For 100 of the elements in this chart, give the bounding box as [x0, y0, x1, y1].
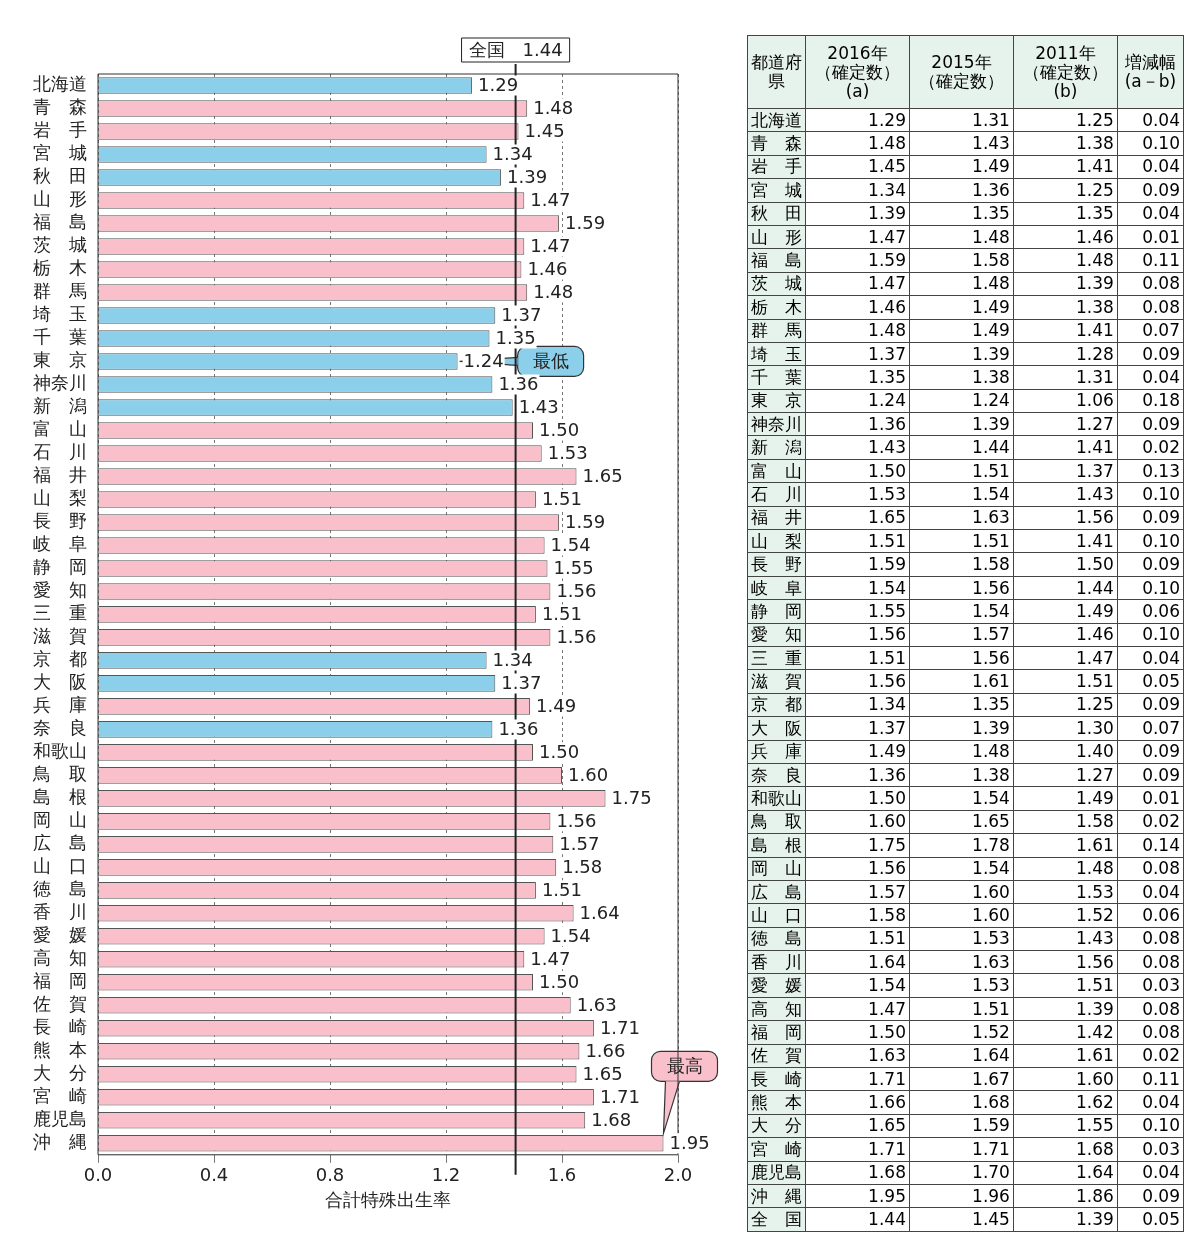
data-label: 1.41 — [1013, 435, 1118, 460]
y-tick-label: 山 口 — [747, 903, 806, 928]
data-label: 1.42 — [1013, 1020, 1118, 1045]
y-tick-label: 新 潟 — [747, 435, 806, 460]
y-tick-label: 奈 良 — [33, 717, 87, 739]
data-label: 1.56 — [805, 669, 910, 694]
x-tick-label: 1.6 — [547, 1164, 577, 1186]
data-label: 1.50 — [539, 741, 580, 763]
y-tick-label: 福 岡 — [747, 1020, 806, 1045]
y-tick-label: 大 阪 — [33, 671, 87, 693]
data-label: 1.60 — [909, 903, 1014, 928]
data-label: 1.50 — [539, 971, 580, 992]
y-tick-label: 大 阪 — [747, 716, 806, 741]
y-tick-label: 北海道 — [33, 73, 87, 95]
y-tick-label: 山 形 — [33, 188, 87, 210]
data-label: 1.68 — [805, 1161, 910, 1185]
data-label: 0.18 — [1117, 389, 1184, 413]
data-label: 1.48 — [533, 97, 574, 119]
data-label: 1.47 — [530, 948, 571, 970]
data-label: 1.35 — [805, 365, 910, 390]
data-label: 1.56 — [1013, 950, 1118, 974]
data-label: 1.63 — [909, 506, 1014, 530]
data-label: 1.36 — [498, 373, 539, 395]
data-label: 1.59 — [565, 511, 606, 533]
data-label: 0.04 — [1117, 155, 1184, 179]
data-label: 1.52 — [1013, 903, 1118, 928]
data-label: 1.86 — [1013, 1184, 1118, 1208]
y-tick-label: 島 根 — [747, 833, 806, 857]
data-label: 1.54 — [909, 599, 1014, 624]
y-tick-label: 鹿児島 — [33, 1107, 87, 1129]
y-tick-label: 山 口 — [33, 855, 87, 877]
data-label: 1.49 — [1013, 599, 1118, 624]
data-label: 1.47 — [1013, 646, 1118, 670]
data-label: 1.35 — [909, 693, 1014, 717]
data-label: 1.56 — [909, 576, 1014, 600]
data-label: 1.95 — [669, 1131, 710, 1153]
data-label: 0.04 — [1117, 202, 1184, 226]
data-label: 1.78 — [909, 833, 1014, 857]
y-tick-label: 茨 城 — [33, 234, 87, 256]
data-label: 0.03 — [1117, 1137, 1184, 1162]
data-label: 0.04 — [1117, 646, 1184, 670]
y-tick-label: 徳 島 — [747, 927, 806, 951]
data-label: 1.41 — [1013, 155, 1118, 179]
data-label: 0.09 — [1117, 178, 1184, 203]
data-label: 1.59 — [805, 552, 910, 577]
data-label: 1.54 — [909, 786, 1014, 811]
data-label: 1.46 — [1013, 225, 1118, 249]
data-label: 1.37 — [501, 672, 542, 694]
y-tick-label: 新 潟 — [33, 395, 87, 417]
data-label: 1.53 — [547, 442, 588, 464]
data-label: 1.53 — [909, 927, 1014, 951]
y-tick-label: 埼 玉 — [32, 303, 87, 325]
y-tick-label: 千 葉 — [747, 365, 806, 390]
data-label: 1.57 — [559, 833, 600, 855]
data-label: 1.51 — [1013, 669, 1118, 694]
y-tick-label: 福 島 — [747, 248, 806, 273]
annotation: 最低 — [532, 350, 569, 372]
y-tick-label: 茨 城 — [747, 272, 806, 296]
data-label: 1.38 — [1013, 295, 1118, 320]
data-label: 1.48 — [909, 225, 1014, 249]
data-label: 0.10 — [1117, 529, 1184, 553]
data-label: 1.51 — [1013, 973, 1118, 998]
data-label: 1.96 — [909, 1184, 1014, 1208]
data-label: 1.36 — [805, 412, 910, 436]
y-tick-label: 山 梨 — [747, 529, 806, 553]
data-label: 1.59 — [909, 1114, 1014, 1138]
data-label: 0.04 — [1117, 1161, 1184, 1185]
data-label: 1.59 — [565, 212, 606, 234]
y-tick-label: 石 川 — [33, 441, 87, 463]
data-label: 0.11 — [1117, 1067, 1184, 1091]
data-label: 1.25 — [1013, 693, 1118, 717]
y-tick-label: 沖 縄 — [747, 1184, 806, 1208]
data-label: 1.44 — [909, 435, 1014, 460]
y-tick-label: 熊 本 — [747, 1090, 806, 1115]
y-tick-label: 三 重 — [33, 602, 87, 624]
y-tick-label: 岩 手 — [33, 119, 87, 141]
data-label: 1.30 — [1013, 716, 1118, 741]
data-label: 1.54 — [550, 534, 591, 556]
data-label: 1.48 — [533, 281, 574, 303]
data-label: 1.24 — [463, 350, 504, 372]
data-label: 1.51 — [805, 927, 910, 951]
data-label: 1.43 — [909, 131, 1014, 156]
x-tick-label: 0.0 — [83, 1164, 113, 1186]
data-label: 1.51 — [805, 529, 910, 553]
data-label: 1.37 — [501, 304, 542, 326]
data-label: 1.47 — [805, 225, 910, 249]
data-label: 0.10 — [1117, 131, 1184, 156]
y-tick-label: 群 馬 — [33, 280, 87, 302]
y-tick-label: 福 岡 — [33, 970, 87, 991]
data-label: 1.52 — [909, 1020, 1014, 1045]
data-label: 1.65 — [805, 1114, 910, 1138]
data-label: 1.65 — [582, 465, 623, 487]
data-label: 1.71 — [805, 1067, 910, 1091]
y-tick-label: 宮 城 — [33, 142, 87, 164]
y-tick-label: 栃 木 — [747, 295, 806, 320]
data-label: 0.09 — [1117, 412, 1184, 436]
data-label: 0.07 — [1117, 716, 1184, 741]
data-label: 1.45 — [909, 1207, 1014, 1232]
y-tick-label: 秋 田 — [33, 165, 87, 187]
y-tick-label: 静 岡 — [747, 599, 806, 624]
